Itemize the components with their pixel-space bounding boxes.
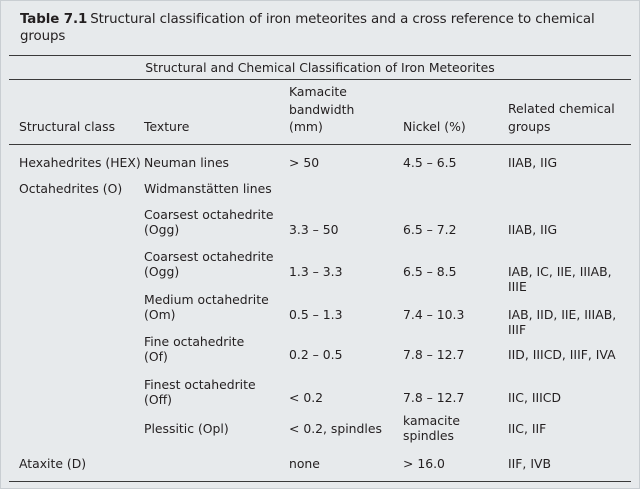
table-header-rule <box>9 144 631 145</box>
cell-texture-line: Fine octahedrite <box>144 334 245 349</box>
cell-texture: Coarsest octahedrite (Ogg) <box>144 249 274 279</box>
cell-nickel: 6.5 – 8.5 <box>403 264 457 279</box>
cell-bandwidth: none <box>289 456 320 471</box>
cell-related-groups: IIC, IIF <box>508 421 547 436</box>
cell-bandwidth: 0.2 – 0.5 <box>289 347 343 362</box>
cell-related-groups: IIC, IIICD <box>508 390 561 405</box>
cell-related-groups-line: IAB, IID, IIE, IIIAB, <box>508 307 617 322</box>
table-title: Structural and Chemical Classification o… <box>145 60 495 75</box>
cell-nickel: > 16.0 <box>403 456 445 471</box>
cell-structural-class: Octahedrites (O) <box>19 181 123 196</box>
cell-texture-line: Medium octahedrite <box>144 292 269 307</box>
cell-related-groups: IIAB, IIG <box>508 222 558 237</box>
table-title-rule <box>9 79 631 80</box>
cell-texture: Fine octahedrite (Of) <box>144 334 245 364</box>
header-texture: Texture <box>144 119 190 134</box>
cell-nickel-line: spindles <box>403 427 455 443</box>
table-top-rule <box>9 55 631 56</box>
cell-structural-class: Hexahedrites (HEX) <box>19 155 141 170</box>
cell-bandwidth: 1.3 – 3.3 <box>289 264 343 279</box>
table-caption-text: Structural classification of iron meteor… <box>90 12 595 27</box>
cell-texture: Neuman lines <box>144 155 230 170</box>
cell-texture: Plessitic (Opl) <box>144 421 229 436</box>
table-caption-text-continued: groups <box>20 29 66 44</box>
header-related-groups: Related chemical groups <box>508 100 615 135</box>
table-caption: Table 7.1 Structural classification of ir… <box>20 11 620 45</box>
cell-related-groups-line: IIIF <box>508 321 527 337</box>
table-bottom-rule <box>9 481 631 482</box>
header-related-line: groups <box>508 118 551 134</box>
cell-texture-line: (Ogg) <box>144 263 180 279</box>
cell-nickel: kamacite spindles <box>403 413 460 443</box>
cell-nickel: 7.8 – 12.7 <box>403 390 465 405</box>
cell-bandwidth: > 50 <box>289 155 320 170</box>
cell-related-groups: IIAB, IIG <box>508 155 558 170</box>
cell-related-groups-line: IIIE <box>508 278 527 294</box>
table-caption-label: Table 7.1 <box>20 12 88 27</box>
cell-bandwidth: 3.3 – 50 <box>289 222 339 237</box>
cell-texture-line: (Ogg) <box>144 221 180 237</box>
header-bandwidth-line: Kamacite <box>289 84 347 99</box>
cell-texture-line: Coarsest octahedrite <box>144 207 274 222</box>
cell-nickel: 7.8 – 12.7 <box>403 347 465 362</box>
cell-texture: Coarsest octahedrite (Ogg) <box>144 207 274 237</box>
cell-structural-class: Ataxite (D) <box>19 456 87 471</box>
header-bandwidth: Kamacite bandwidth (mm) <box>289 83 354 136</box>
cell-bandwidth: 0.5 – 1.3 <box>289 307 343 322</box>
cell-nickel: 4.5 – 6.5 <box>403 155 457 170</box>
header-bandwidth-line: bandwidth <box>289 101 355 117</box>
cell-related-groups: IAB, IID, IIE, IIIAB, IIIF <box>508 307 617 337</box>
header-related-line: Related chemical <box>508 101 615 116</box>
cell-nickel: 6.5 – 7.2 <box>403 222 457 237</box>
cell-texture-line: (Off) <box>144 391 172 407</box>
header-bandwidth-line: (mm) <box>289 119 323 134</box>
cell-texture: Finest octahedrite (Off) <box>144 377 256 407</box>
cell-related-groups: IID, IIICD, IIIF, IVA <box>508 347 616 362</box>
header-nickel: Nickel (%) <box>403 119 466 134</box>
cell-nickel-line: kamacite <box>403 413 460 428</box>
cell-texture: Medium octahedrite (Om) <box>144 292 269 322</box>
cell-texture: Widmanstätten lines <box>144 181 272 196</box>
header-structural-class: Structural class <box>19 119 116 134</box>
cell-related-groups: IIF, IVB <box>508 456 551 471</box>
cell-related-groups: IAB, IC, IIE, IIIAB, IIIE <box>508 264 612 294</box>
cell-bandwidth: < 0.2, spindles <box>289 421 382 436</box>
cell-nickel: 7.4 – 10.3 <box>403 307 465 322</box>
cell-texture-line: Finest octahedrite <box>144 377 256 392</box>
cell-related-groups-line: IAB, IC, IIE, IIIAB, <box>508 264 612 279</box>
cell-bandwidth: < 0.2 <box>289 390 324 405</box>
cell-texture-line: Coarsest octahedrite <box>144 249 274 264</box>
cell-texture-line: (Om) <box>144 306 176 322</box>
cell-texture-line: (Of) <box>144 348 168 364</box>
